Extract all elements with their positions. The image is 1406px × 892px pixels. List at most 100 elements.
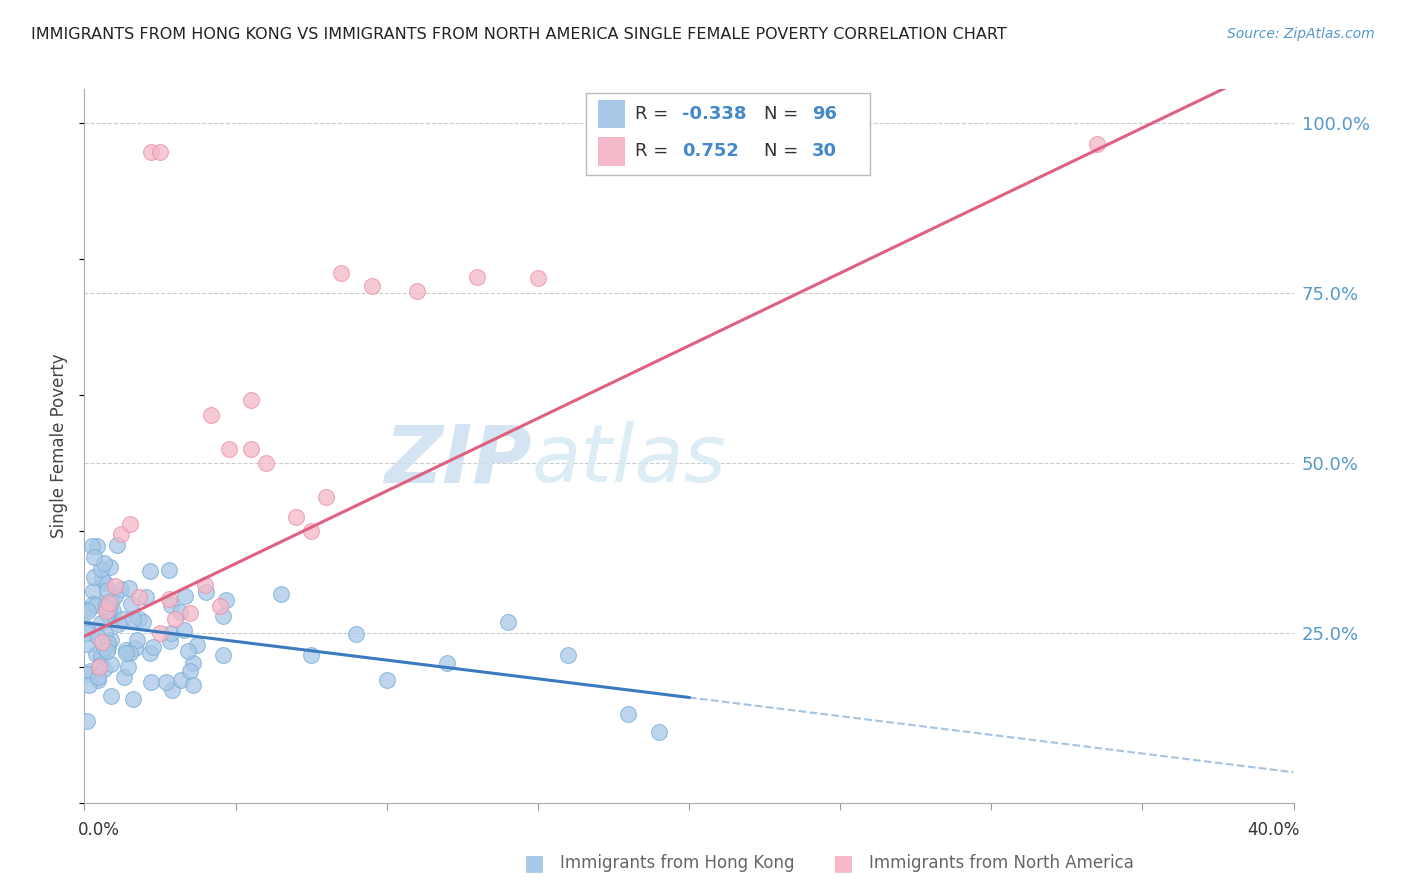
Point bbox=[139, 646, 162, 660]
Point bbox=[557, 648, 579, 662]
Y-axis label: Single Female Poverty: Single Female Poverty bbox=[51, 354, 69, 538]
Point bbox=[132, 615, 155, 629]
Point bbox=[173, 623, 195, 637]
Point bbox=[375, 673, 398, 687]
Point bbox=[177, 644, 200, 658]
Text: N =: N = bbox=[763, 105, 804, 123]
Point bbox=[118, 581, 141, 595]
Point bbox=[181, 657, 204, 671]
Point bbox=[90, 616, 112, 631]
Text: ■: ■ bbox=[834, 854, 853, 873]
Point bbox=[160, 598, 183, 612]
Point bbox=[157, 591, 180, 606]
Point bbox=[90, 573, 112, 587]
Point bbox=[105, 537, 128, 551]
FancyBboxPatch shape bbox=[586, 93, 870, 175]
Point bbox=[110, 582, 132, 597]
Point bbox=[98, 560, 121, 574]
Point bbox=[93, 641, 115, 656]
Text: N =: N = bbox=[763, 143, 804, 161]
Point bbox=[84, 598, 107, 612]
Text: ZIP: ZIP bbox=[384, 421, 531, 500]
Text: 0.752: 0.752 bbox=[682, 143, 738, 161]
Point bbox=[215, 593, 238, 607]
Point bbox=[122, 612, 145, 626]
Point bbox=[165, 612, 187, 626]
Point bbox=[239, 393, 262, 408]
Point bbox=[87, 631, 110, 645]
Point bbox=[93, 627, 115, 641]
Point bbox=[120, 647, 142, 661]
Text: IMMIGRANTS FROM HONG KONG VS IMMIGRANTS FROM NORTH AMERICA SINGLE FEMALE POVERTY: IMMIGRANTS FROM HONG KONG VS IMMIGRANTS … bbox=[31, 27, 1007, 42]
Point bbox=[94, 575, 117, 590]
Point bbox=[211, 648, 233, 662]
Point bbox=[200, 409, 222, 423]
Point bbox=[128, 590, 150, 604]
Point bbox=[122, 692, 145, 706]
Point bbox=[100, 690, 122, 704]
Point bbox=[1085, 136, 1108, 151]
Point bbox=[89, 657, 111, 672]
Point bbox=[170, 673, 193, 687]
Point bbox=[155, 675, 177, 690]
Point bbox=[93, 556, 115, 570]
Point bbox=[76, 714, 98, 728]
Point bbox=[117, 660, 139, 674]
Point bbox=[84, 647, 107, 661]
Point bbox=[93, 661, 115, 675]
Point bbox=[406, 284, 429, 298]
Point bbox=[97, 597, 120, 611]
Point bbox=[101, 593, 124, 607]
Point bbox=[169, 605, 191, 619]
Point bbox=[114, 643, 136, 657]
Point bbox=[104, 589, 127, 603]
Point bbox=[112, 611, 135, 625]
Point bbox=[496, 615, 519, 630]
Point bbox=[83, 570, 105, 584]
Point bbox=[617, 706, 640, 721]
Point bbox=[82, 597, 104, 611]
Text: 0.0%: 0.0% bbox=[79, 821, 120, 838]
Point bbox=[436, 657, 458, 671]
Point bbox=[89, 660, 111, 674]
Text: R =: R = bbox=[634, 105, 673, 123]
Point bbox=[209, 599, 232, 613]
Point bbox=[96, 636, 118, 650]
Point bbox=[76, 601, 98, 615]
Point bbox=[127, 633, 149, 648]
Point bbox=[87, 670, 110, 684]
Point bbox=[118, 516, 141, 531]
Text: -0.338: -0.338 bbox=[682, 105, 747, 123]
Point bbox=[346, 626, 368, 640]
Point bbox=[107, 617, 129, 632]
Point bbox=[90, 562, 112, 576]
Point bbox=[239, 442, 262, 457]
Point bbox=[160, 683, 183, 698]
Point bbox=[115, 646, 138, 660]
Point bbox=[138, 564, 160, 578]
Point bbox=[648, 725, 671, 739]
Point bbox=[120, 597, 142, 611]
Point bbox=[94, 604, 117, 618]
Point bbox=[467, 270, 489, 285]
Point bbox=[100, 657, 122, 672]
Point bbox=[124, 640, 146, 655]
Text: Source: ZipAtlas.com: Source: ZipAtlas.com bbox=[1227, 27, 1375, 41]
Point bbox=[96, 583, 118, 598]
Point bbox=[254, 456, 277, 470]
Text: atlas: atlas bbox=[531, 421, 727, 500]
Point bbox=[76, 637, 98, 651]
Point bbox=[100, 633, 122, 648]
Point bbox=[315, 490, 337, 504]
Point bbox=[96, 607, 118, 622]
Text: Immigrants from North America: Immigrants from North America bbox=[869, 855, 1133, 872]
Point bbox=[76, 621, 98, 635]
Point bbox=[110, 527, 132, 541]
Point bbox=[104, 579, 127, 593]
Text: 30: 30 bbox=[813, 143, 838, 161]
Point bbox=[218, 442, 240, 457]
Text: R =: R = bbox=[634, 143, 679, 161]
Text: 40.0%: 40.0% bbox=[1247, 821, 1299, 838]
Point bbox=[159, 633, 181, 648]
Text: ■: ■ bbox=[524, 854, 544, 873]
